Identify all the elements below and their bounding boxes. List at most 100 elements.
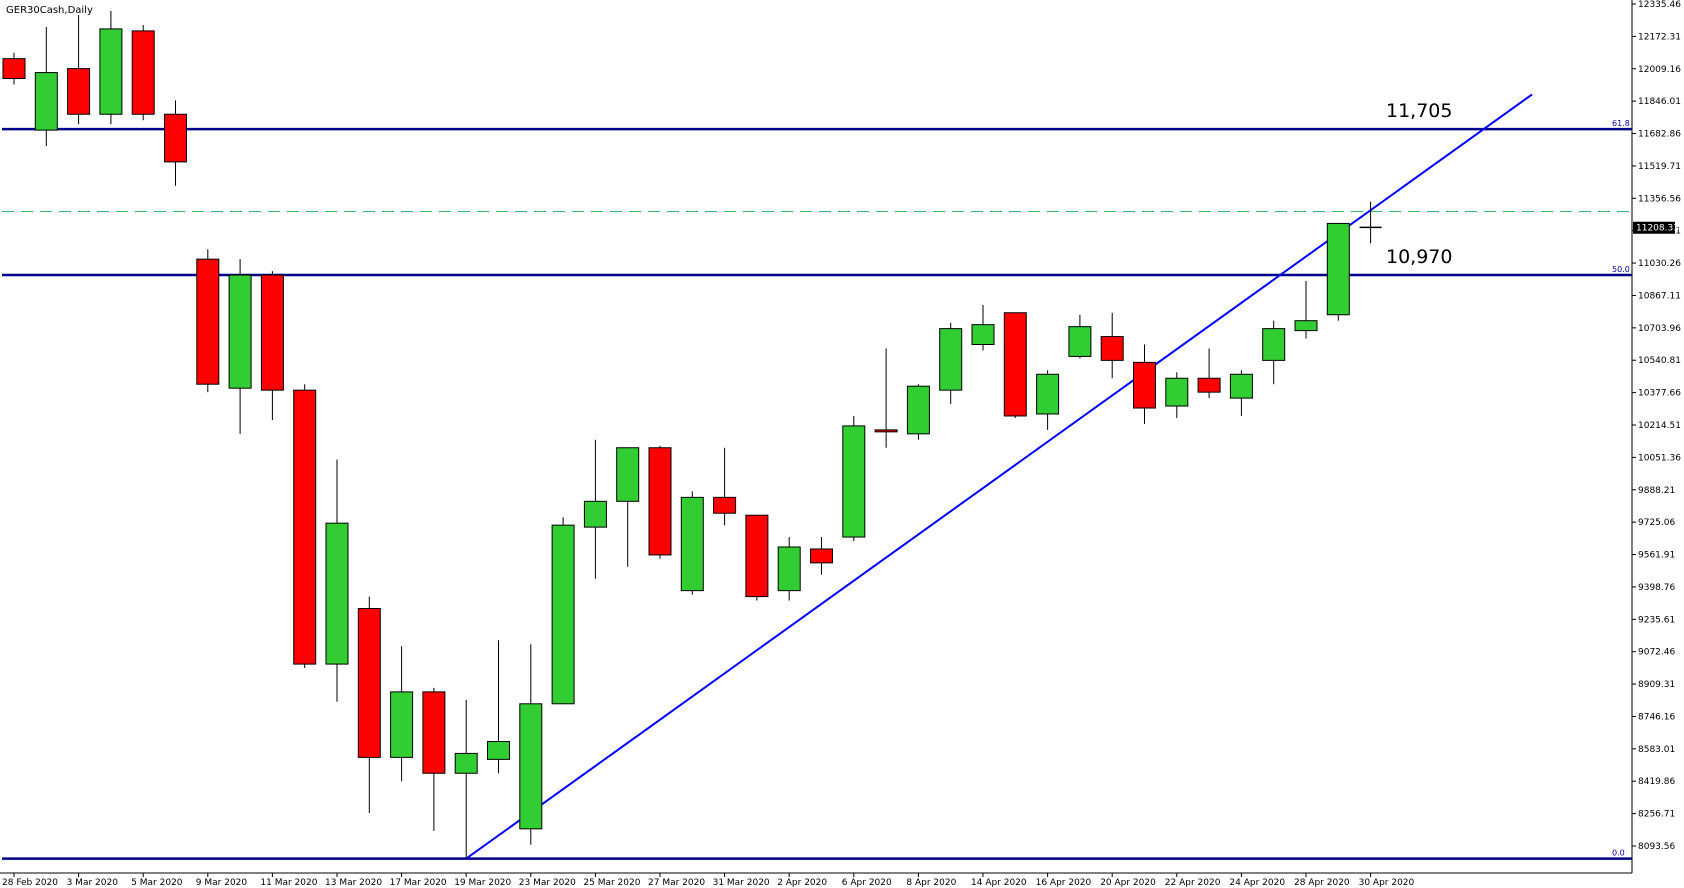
candle (487, 640, 510, 774)
y-tick-label: 8909.31 (1638, 680, 1675, 690)
candle-body (874, 429, 898, 433)
x-tick-label: 22 Apr 2020 (1165, 878, 1221, 888)
candle-body (583, 500, 607, 528)
x-tick-label: 28 Apr 2020 (1294, 878, 1350, 888)
candle (1294, 280, 1318, 339)
x-tick-label: 24 Apr 2020 (1229, 878, 1285, 888)
y-tick-label: 12172.31 (1638, 32, 1681, 42)
x-tick-label: 9 Mar 2020 (196, 878, 248, 888)
x-tick-label: 13 Mar 2020 (325, 878, 382, 888)
current-price-box (1633, 221, 1675, 234)
y-tick-label: 9561.91 (1638, 551, 1675, 561)
y-tick-label: 12335.46 (1638, 0, 1681, 10)
x-tick-label: 11 Mar 2020 (260, 878, 317, 888)
candle (713, 447, 737, 526)
candles-layer (2, 11, 1382, 859)
candle (906, 384, 930, 440)
y-tick-label: 8093.56 (1638, 842, 1675, 852)
y-tick-label: 11356.56 (1638, 194, 1681, 204)
candle (745, 514, 769, 601)
current-price-label: 11208.33 (1636, 224, 1679, 234)
candle-body (713, 496, 737, 514)
trendline (465, 93, 1533, 860)
candle-body (454, 752, 478, 774)
y-tick-label: 11519.71 (1638, 162, 1681, 172)
candle-body (1326, 222, 1350, 316)
candle-body (2, 58, 26, 80)
candle-body (1003, 312, 1027, 417)
y-tick-label: 9235.61 (1638, 615, 1675, 625)
candle (842, 415, 866, 542)
x-tick-label: 3 Mar 2020 (67, 878, 119, 888)
candle (1326, 222, 1350, 321)
candle-body (293, 389, 317, 665)
candle (648, 445, 672, 559)
candle-body (1133, 361, 1156, 409)
candle (196, 249, 220, 393)
trendline-layer (465, 93, 1533, 860)
candle-body (1100, 336, 1124, 361)
candle (1262, 320, 1286, 385)
level-value-label: 10,970 (1386, 246, 1452, 268)
candle-body (680, 496, 704, 592)
candle-body (648, 447, 672, 556)
x-tick-label: 8 Apr 2020 (906, 878, 956, 888)
x-tick-label: 5 Mar 2020 (131, 878, 183, 888)
x-tick-label: 25 Mar 2020 (583, 878, 640, 888)
candle-body (842, 425, 866, 538)
x-tick-label: 30 Apr 2020 (1359, 878, 1415, 888)
candle-body (325, 522, 349, 665)
candle (99, 11, 123, 125)
candle (777, 537, 801, 601)
candle-body (228, 274, 252, 389)
candle (810, 537, 833, 575)
candle (1165, 372, 1189, 418)
candle (971, 304, 995, 351)
x-tick-label: 28 Feb 2020 (2, 878, 58, 888)
fib-level-label: 61.8 (1612, 119, 1630, 128)
x-tick-label: 2 Apr 2020 (777, 878, 827, 888)
candle (1068, 314, 1092, 359)
candle-body (357, 608, 381, 758)
candle (293, 384, 317, 669)
candle-body (487, 741, 510, 760)
candle (1003, 312, 1027, 418)
y-tick-label: 8746.16 (1638, 712, 1675, 722)
candle-body (1068, 326, 1092, 357)
candle (422, 687, 446, 831)
y-tick-label: 10540.81 (1638, 356, 1681, 366)
candle (260, 271, 284, 420)
y-tick-label: 10377.66 (1638, 389, 1681, 399)
candle-body (1197, 377, 1221, 393)
candle (454, 699, 478, 859)
candle (1197, 348, 1221, 399)
symbol-label: GER30Cash,Daily (6, 5, 93, 16)
x-tick-label: 17 Mar 2020 (390, 878, 447, 888)
y-tick-label: 8583.01 (1638, 745, 1675, 755)
candle-body (745, 514, 769, 598)
x-tick-label: 31 Mar 2020 (713, 878, 770, 888)
candle (164, 100, 187, 186)
candle (939, 322, 963, 405)
candle (67, 15, 91, 125)
y-tick-label: 8256.71 (1638, 810, 1675, 820)
candle (874, 348, 898, 448)
candle-body (551, 524, 575, 705)
candle-body (810, 548, 833, 564)
x-tick-label: 19 Mar 2020 (454, 878, 511, 888)
candle (390, 646, 414, 782)
candle-body (67, 68, 91, 115)
candle (228, 259, 252, 434)
candle-body (1229, 373, 1253, 399)
candle-body (939, 328, 963, 391)
y-tick-label: 10051.36 (1638, 453, 1681, 463)
candle (1133, 344, 1156, 424)
y-tick-label: 11682.86 (1638, 130, 1681, 140)
y-tick-label: 10214.51 (1638, 421, 1681, 431)
candle-body (131, 30, 155, 115)
candle-body (519, 703, 543, 830)
candle-body (422, 691, 446, 774)
y-tick-label: 10867.11 (1638, 291, 1681, 301)
